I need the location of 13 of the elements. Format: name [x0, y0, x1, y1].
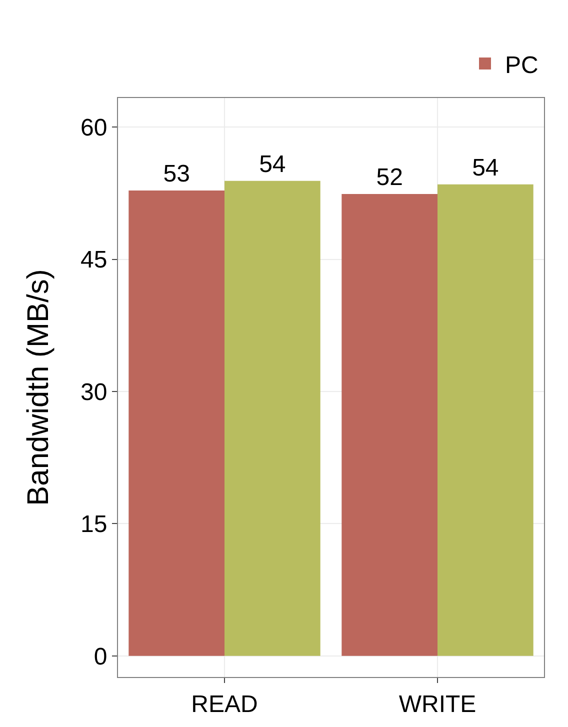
legend-label: PC: [505, 52, 538, 79]
y-tick-label: 45: [80, 246, 108, 274]
y-tick-label: 15: [80, 511, 108, 538]
x-tick-label: WRITE: [398, 690, 476, 718]
data-label: 53: [163, 160, 190, 188]
data-label: 54: [259, 150, 286, 178]
y-tick-label: 60: [80, 114, 108, 142]
data-label: 54: [472, 154, 499, 182]
y-axis-title: Bandwidth (MB/s): [22, 269, 55, 506]
y-tick-label: 30: [80, 378, 108, 406]
data-label: 52: [376, 164, 403, 192]
x-tick-label: READ: [191, 690, 258, 718]
y-tick-label: 0: [94, 643, 108, 670]
